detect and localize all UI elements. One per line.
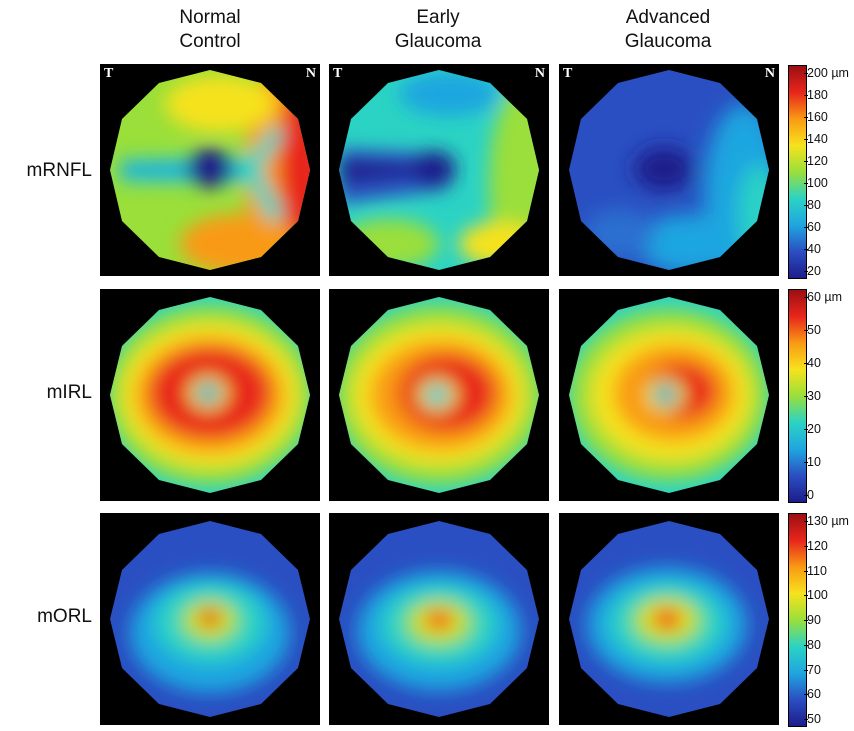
colorbar-tick-mark (804, 545, 808, 547)
colorbar-tick-mark (804, 620, 808, 621)
map-morl-early-glaucoma (329, 513, 549, 725)
colorbar-tick-mark (804, 570, 808, 572)
colorbar-tick-mark (804, 161, 808, 162)
colorbar-tick-label: 20 (807, 422, 821, 436)
column-header-early-glaucoma: Early Glaucoma (328, 6, 548, 54)
column-header-line2: Glaucoma (624, 31, 712, 52)
colorbar-tick-label: 100 (807, 176, 828, 190)
corner-label-nasal: N (534, 66, 545, 81)
colorbar-tick-label: 80 (807, 198, 821, 212)
map-mrnfl-early-glaucoma: T N (329, 64, 549, 276)
colorbar-tick-mark (804, 297, 808, 298)
colorbar-tick-label: 130 µm (807, 514, 849, 528)
corner-label-temporal: T (563, 66, 573, 81)
colorbar-tick-label: 10 (807, 455, 821, 469)
column-header-normal-control: Normal Control (100, 6, 320, 54)
map-mirl-early-glaucoma (329, 289, 549, 501)
colorbar-tick-mark (804, 521, 808, 522)
colorbar-tick-label: 30 (807, 389, 821, 403)
colorbar-tick-label: 160 (807, 110, 828, 124)
colorbar-tick-label: 80 (807, 637, 821, 652)
colorbar-tick-mark (804, 205, 808, 206)
colorbar-tick-mark (804, 595, 808, 597)
column-header-advanced-glaucoma: Advanced Glaucoma (558, 6, 778, 54)
row-label-morl: mORL (37, 606, 92, 627)
colorbar-tick-label: 110 (807, 563, 827, 578)
colorbar-tick-mark (804, 73, 808, 74)
colorbar-tick-mark (804, 462, 808, 463)
colorbar-tick-mark (804, 249, 808, 250)
colorbar-tick-label: 120 (807, 154, 828, 168)
map-mrnfl-normal-control: T N (100, 64, 320, 276)
colorbar-tick-label: 100 (807, 588, 828, 603)
colorbar-tick-mark (804, 669, 808, 671)
colorbar-tick-mark (804, 139, 808, 140)
colorbar-tick-label: 40 (807, 242, 821, 256)
colorbar-tick-mark (804, 330, 808, 331)
column-header-line1: Normal (179, 7, 241, 28)
colorbar-tick-label: 140 (807, 132, 828, 146)
colorbar-tick-mark (804, 183, 808, 184)
colorbar-tick-mark (804, 227, 808, 228)
map-mrnfl-advanced-glaucoma: T N (559, 64, 779, 276)
colorbar-tick-label: 50 (807, 712, 821, 726)
corner-label-temporal: T (333, 66, 343, 81)
corner-label-nasal: N (764, 66, 775, 81)
colorbar-tick-mark (804, 644, 808, 646)
column-header-line1: Early (416, 7, 460, 28)
colorbar-tick-label: 20 (807, 264, 821, 278)
colorbar-tick-mark (804, 429, 808, 430)
colorbar-tick-label: 180 (807, 88, 828, 102)
colorbar-tick-label: 120 (807, 538, 828, 553)
row-label-mrnfl: mRNFL (26, 160, 92, 181)
colorbar-tick-label: 60 (807, 220, 821, 234)
colorbar-tick-mark (804, 396, 808, 397)
colorbar-tick-mark (804, 271, 808, 272)
map-morl-advanced-glaucoma (559, 513, 779, 725)
column-header-line2: Control (179, 31, 241, 52)
colorbar-tick-mark (804, 95, 808, 96)
colorbar-mrnfl (788, 65, 807, 279)
colorbar-tick-label: 0 (807, 488, 814, 502)
map-mirl-advanced-glaucoma (559, 289, 779, 501)
row-label-mirl: mIRL (46, 382, 92, 403)
colorbar-tick-label: 50 (807, 323, 821, 337)
colorbar-tick-label: 60 µm (807, 290, 842, 304)
colorbar-tick-label: 40 (807, 356, 821, 370)
colorbar-tick-label: 70 (807, 662, 821, 677)
column-header-line2: Glaucoma (394, 31, 482, 52)
map-morl-normal-control (100, 513, 320, 725)
colorbar-tick-mark (804, 363, 808, 364)
colorbar-tick-mark (804, 117, 808, 118)
colorbar-tick-label: 90 (807, 613, 821, 627)
map-mirl-normal-control (100, 289, 320, 501)
column-header-line1: Advanced (625, 7, 711, 28)
corner-label-temporal: T (104, 66, 114, 81)
colorbar-tick-mark (804, 495, 808, 496)
colorbar-tick-mark (804, 719, 808, 720)
colorbar-tick-label: 200 µm (807, 66, 849, 80)
colorbar-tick-mark (804, 694, 808, 696)
corner-label-nasal: N (305, 66, 316, 81)
colorbar-tick-label: 60 (807, 687, 821, 702)
